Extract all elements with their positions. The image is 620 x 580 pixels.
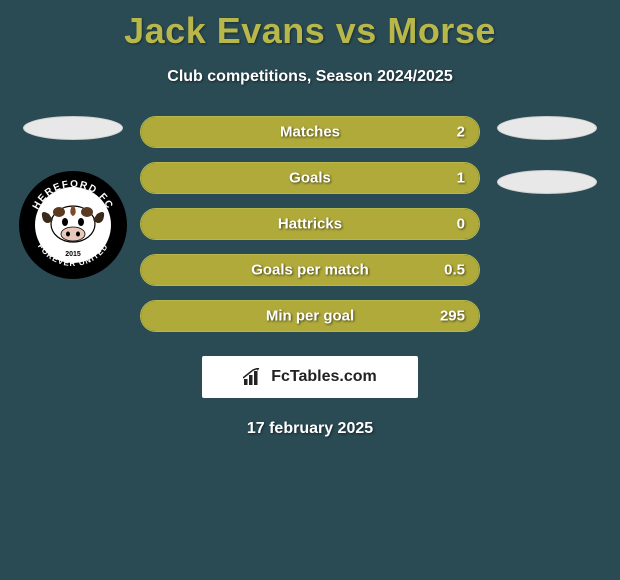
club-logo-hereford: HEREFORD FC FOREVER UNITED <box>18 170 128 280</box>
stat-row-goals: Goals 1 <box>140 162 480 194</box>
stat-value: 2 <box>457 124 465 141</box>
stat-fill <box>141 255 479 285</box>
player-avatar-placeholder <box>23 116 123 140</box>
date-text: 17 february 2025 <box>0 420 620 438</box>
stat-value: 295 <box>440 308 465 325</box>
club-logo-year: 2015 <box>65 251 81 258</box>
stat-row-goals-per-match: Goals per match 0.5 <box>140 254 480 286</box>
stat-value: 0.5 <box>444 262 465 279</box>
page-title: Jack Evans vs Morse <box>0 0 620 52</box>
stat-fill <box>141 117 479 147</box>
stats-column: Matches 2 Goals 1 Hattricks 0 Goals per … <box>140 116 480 332</box>
stat-fill <box>141 301 479 331</box>
bar-chart-icon <box>243 368 265 386</box>
stat-row-hattricks: Hattricks 0 <box>140 208 480 240</box>
fctables-link[interactable]: FcTables.com <box>202 356 418 398</box>
stat-value: 1 <box>457 170 465 187</box>
right-column <box>492 116 602 194</box>
stat-fill <box>141 163 479 193</box>
stat-value: 0 <box>457 216 465 233</box>
player-avatar-placeholder <box>497 116 597 140</box>
stat-fill <box>141 209 479 239</box>
stat-row-matches: Matches 2 <box>140 116 480 148</box>
brand-label: FcTables.com <box>271 368 377 386</box>
club-logo-placeholder <box>497 170 597 194</box>
subtitle: Club competitions, Season 2024/2025 <box>0 68 620 86</box>
content-wrap: HEREFORD FC FOREVER UNITED <box>0 116 620 332</box>
left-column: HEREFORD FC FOREVER UNITED <box>18 116 128 280</box>
stat-row-min-per-goal: Min per goal 295 <box>140 300 480 332</box>
